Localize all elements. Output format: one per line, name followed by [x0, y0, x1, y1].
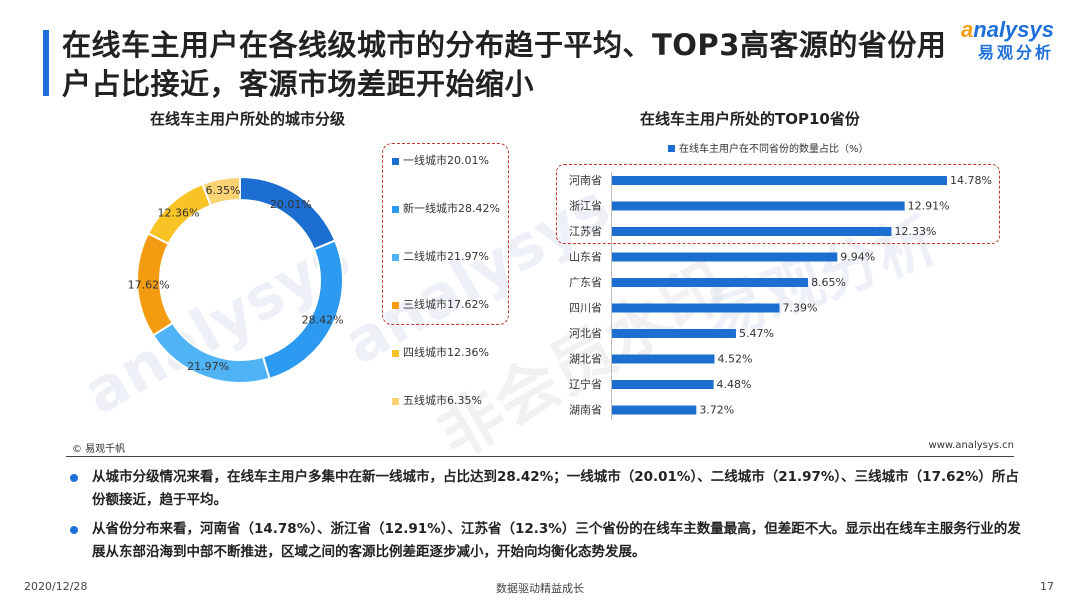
bar-category-label: 辽宁省 [569, 377, 602, 391]
source-left: © 易观千帆 [72, 444, 126, 455]
legend-label: 一线城市20.01% [403, 154, 489, 167]
bar-value-label: 5.47% [739, 327, 774, 340]
bar-category-label: 湖南省 [569, 404, 602, 417]
legend-item: 四线城市12.36% [392, 344, 489, 360]
legend-item: 一线城市20.01% [392, 152, 489, 168]
footer-slogan: 数据驱动精益成长 [496, 582, 584, 595]
donut-slice-1 [261, 239, 344, 380]
title-accent-bar [43, 30, 49, 96]
bullet-item: 从省份分布来看，河南省（14.78%）、浙江省（12.91%）、江苏省（12.3… [66, 518, 1026, 564]
donut-value-label: 6.35% [206, 184, 241, 197]
legend-label: 三线城市17.62% [403, 298, 489, 311]
legend-highlight-box [382, 143, 509, 325]
legend-swatch [392, 205, 399, 213]
bar-category-label: 山东省 [569, 251, 602, 264]
donut-slice-0 [239, 175, 337, 251]
donut-slice-2 [151, 321, 271, 384]
source-url: www.analysys.cn [928, 440, 1014, 451]
bar-1 [612, 201, 905, 211]
bullet-text: 从城市分级情况来看，在线车主用户多集中在新一线城市，占比达到28.42%；一线城… [92, 469, 1019, 508]
bar-0 [612, 176, 948, 185]
bar-value-label: 12.91% [908, 200, 950, 213]
bar-8 [612, 380, 714, 389]
legend-item: 五线城市6.35% [392, 392, 482, 408]
legend-label: 二线城市21.97% [403, 250, 489, 263]
legend-swatch [392, 397, 399, 405]
legend-swatch [392, 301, 399, 309]
bar-6 [612, 329, 736, 338]
bar-3 [612, 252, 838, 262]
bar-value-label: 4.52% [717, 353, 752, 366]
bullet-text: 从省份分布来看，河南省（14.78%）、浙江省（12.91%）、江苏省（12.3… [92, 521, 1021, 560]
donut-slice-5 [201, 175, 241, 207]
bar-7 [612, 354, 715, 364]
legend-swatch [392, 157, 399, 165]
bar-category-label: 湖北省 [569, 353, 602, 366]
bar-legend-swatch [668, 145, 675, 152]
divider [66, 456, 1014, 457]
donut-chart-title: 在线车主用户所处的城市分级 [150, 110, 346, 128]
legend-swatch [392, 253, 399, 261]
bar-category-label: 广东省 [569, 276, 602, 289]
bar-value-label: 9.94% [840, 251, 875, 264]
bar-chart-title: 在线车主用户所处的TOP10省份 [640, 110, 860, 128]
summary-bullets: 从城市分级情况来看，在线车主用户多集中在新一线城市，占比达到28.42%；一线城… [66, 466, 1026, 570]
bar-9 [612, 405, 697, 415]
bar-legend-label: 在线车主用户在不同省份的数量占比（%） [679, 142, 869, 155]
bar-5 [612, 303, 780, 313]
bar-4 [612, 278, 809, 287]
donut-value-label: 17.62% [128, 279, 170, 292]
page-title: 在线车主用户在各线级城市的分布趋于平均、TOP3高客源的省份用户占比接近，客源市… [62, 28, 947, 101]
bar-category-label: 四川省 [569, 302, 602, 315]
donut-value-label: 12.36% [157, 206, 199, 219]
page-number: 17 [1040, 580, 1054, 593]
bullet-item: 从城市分级情况来看，在线车主用户多集中在新一线城市，占比达到28.42%；一线城… [66, 466, 1026, 512]
logo-chinese-name: 易观分析 [977, 43, 1054, 62]
bar-value-label: 8.65% [811, 276, 846, 289]
bar-value-label: 14.78% [950, 174, 992, 187]
bullet-dot [70, 526, 78, 534]
footer-date: 2020/12/28 [24, 580, 88, 593]
donut-value-label: 28.42% [302, 313, 344, 326]
legend-label: 四线城市12.36% [403, 346, 489, 359]
legend-label: 五线城市6.35% [403, 394, 482, 407]
legend-label: 新一线城市28.42% [403, 202, 500, 215]
bar-category-label: 江苏省 [569, 225, 602, 238]
bar-value-label: 7.39% [783, 302, 818, 315]
bar-value-label: 12.33% [894, 225, 936, 238]
legend-swatch [392, 349, 399, 357]
legend-item: 二线城市21.97% [392, 248, 489, 264]
legend-item: 三线城市17.62% [392, 296, 489, 312]
bar-legend: 在线车主用户在不同省份的数量占比（%） [668, 142, 869, 155]
donut-value-label: 21.97% [187, 360, 229, 373]
bar-value-label: 4.48% [717, 378, 752, 391]
top3-highlight-box [556, 164, 1000, 244]
donut-value-label: 20.01% [270, 198, 312, 211]
donut-chart: 20.01% 28.42% 21.97% 17.62% 12.36% 6.35% [128, 175, 344, 384]
legend-item: 新一线城市28.42% [392, 200, 500, 216]
bar-2 [612, 227, 892, 236]
bar-chart: 在线车主用户在不同省份的数量占比（%） 河南省 14.78% 浙江省 12.91% 江苏省… [569, 142, 992, 420]
bar-category-label: 浙江省 [569, 200, 602, 213]
bar-value-label: 3.72% [699, 404, 734, 417]
brand-logo: analysys 易观分析 [944, 18, 1054, 72]
bar-category-label: 河北省 [569, 327, 602, 340]
bullet-dot [70, 474, 78, 482]
bar-category-label: 河南省 [569, 174, 602, 187]
logo-wordmark: analysys [961, 17, 1054, 42]
